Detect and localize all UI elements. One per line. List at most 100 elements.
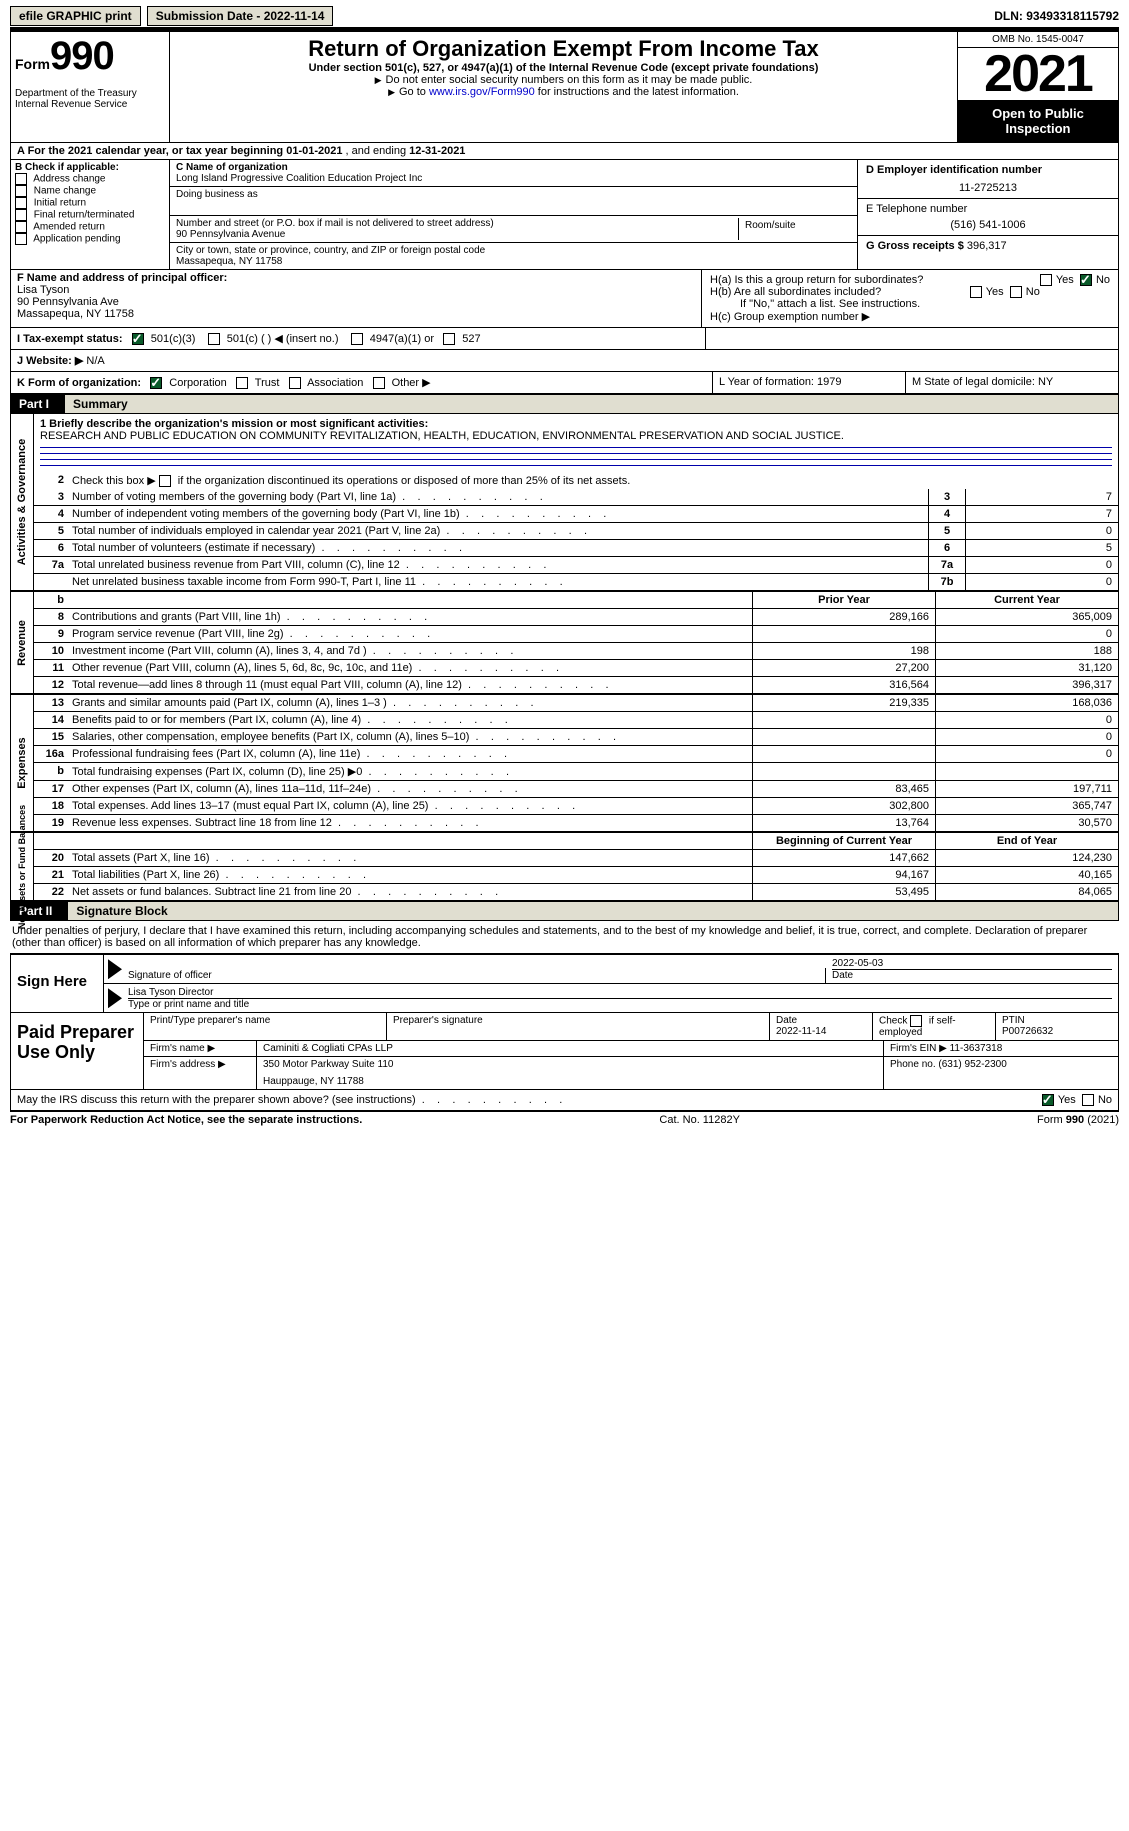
line-num: 13 — [34, 695, 68, 711]
part1-title: Summary — [65, 395, 136, 413]
current-year — [935, 763, 1118, 780]
line-desc: Grants and similar amounts paid (Part IX… — [68, 695, 752, 711]
line-desc: Number of independent voting members of … — [68, 506, 928, 522]
current-year: 30,570 — [935, 815, 1118, 831]
h-b: H(b) Are all subordinates included? Yes … — [710, 286, 1110, 298]
prior-year: 27,200 — [752, 660, 935, 676]
line-desc: Total liabilities (Part X, line 26) — [68, 867, 752, 883]
officer-name: Lisa Tyson — [17, 284, 695, 296]
line-num: 20 — [34, 850, 68, 866]
line-box: 3 — [928, 489, 965, 505]
line-desc: Other expenses (Part IX, column (A), lin… — [68, 781, 752, 797]
officer-label: F Name and address of principal officer: — [17, 272, 695, 284]
arrow-icon — [108, 988, 122, 1008]
current-year: 197,711 — [935, 781, 1118, 797]
line-num: 17 — [34, 781, 68, 797]
line-desc: Net unrelated business taxable income fr… — [68, 574, 928, 590]
applicable-checkbox[interactable]: Amended return — [15, 221, 165, 233]
line-val: 5 — [965, 540, 1118, 556]
prior-year: 53,495 — [752, 884, 935, 900]
part1-hdr: Part I — [11, 395, 65, 413]
row-a-period: A For the 2021 calendar year, or tax yea… — [10, 143, 1119, 160]
line-num: 12 — [34, 677, 68, 693]
street-label: Number and street (or P.O. box if mail i… — [176, 218, 738, 229]
note-link: Go to www.irs.gov/Form990 for instructio… — [178, 86, 949, 98]
sec-net-label: Net Assets or Fund Balances — [17, 805, 27, 929]
sig-date-val: 2022-05-03 — [832, 958, 1112, 969]
line-desc: Total assets (Part X, line 16) — [68, 850, 752, 866]
line-desc: Total revenue—add lines 8 through 11 (mu… — [68, 677, 752, 693]
line-val: 0 — [965, 557, 1118, 573]
line-desc: Total fundraising expenses (Part IX, col… — [68, 763, 752, 780]
applicable-checkbox[interactable]: Initial return — [15, 197, 165, 209]
current-year: 84,065 — [935, 884, 1118, 900]
phone-label: E Telephone number — [866, 203, 1110, 215]
discuss-q: May the IRS discuss this return with the… — [17, 1094, 1042, 1106]
prior-year: 83,465 — [752, 781, 935, 797]
applicable-checkbox[interactable]: Application pending — [15, 233, 165, 245]
firm-name-l: Firm's name ▶ — [144, 1041, 257, 1056]
prior-year: 302,800 — [752, 798, 935, 814]
line-desc: Professional fundraising fees (Part IX, … — [68, 746, 752, 762]
irs-link[interactable]: www.irs.gov/Form990 — [429, 86, 535, 98]
line-desc: Total number of individuals employed in … — [68, 523, 928, 539]
prep-h1: Print/Type preparer's name — [144, 1013, 387, 1040]
current-year: 0 — [935, 729, 1118, 745]
discuss-yes-no: Yes No — [1042, 1094, 1112, 1106]
prior-year: 316,564 — [752, 677, 935, 693]
line-num: 9 — [34, 626, 68, 642]
prior-year: 94,167 — [752, 867, 935, 883]
line-desc: Total unrelated business revenue from Pa… — [68, 557, 928, 573]
efile-print-button[interactable]: efile GRAPHIC print — [10, 6, 141, 26]
boy-hdr: Beginning of Current Year — [752, 833, 935, 849]
line-desc: Net assets or fund balances. Subtract li… — [68, 884, 752, 900]
row-i: I Tax-exempt status: 501(c)(3) 501(c) ( … — [11, 328, 706, 349]
line-num: 11 — [34, 660, 68, 676]
line-num — [34, 574, 68, 590]
applicable-checkbox[interactable]: Final return/terminated — [15, 209, 165, 221]
h-a: H(a) Is this a group return for subordin… — [710, 274, 1110, 286]
line-box: 5 — [928, 523, 965, 539]
line-desc: Program service revenue (Part VIII, line… — [68, 626, 752, 642]
prior-year: 147,662 — [752, 850, 935, 866]
form-subtitle: Under section 501(c), 527, or 4947(a)(1)… — [178, 62, 949, 74]
applicable-checkbox[interactable]: Name change — [15, 185, 165, 197]
officer-city: Massapequa, NY 11758 — [17, 308, 695, 320]
line-val: 0 — [965, 523, 1118, 539]
sig-declaration: Under penalties of perjury, I declare th… — [10, 921, 1119, 953]
line-desc: Contributions and grants (Part VIII, lin… — [68, 609, 752, 625]
prior-year — [752, 746, 935, 762]
ein: 11-2725213 — [866, 182, 1110, 194]
line-val: 7 — [965, 506, 1118, 522]
prep-date: Date2022-11-14 — [770, 1013, 873, 1040]
cat-no: Cat. No. 11282Y — [362, 1114, 1037, 1126]
line-num: 22 — [34, 884, 68, 900]
row-j: J Website: ▶ N/A — [11, 350, 1118, 371]
line-num: 14 — [34, 712, 68, 728]
line-desc: Salaries, other compensation, employee b… — [68, 729, 752, 745]
row-m: M State of legal domicile: NY — [906, 372, 1118, 393]
open-to-public: Open to Public Inspection — [958, 100, 1118, 142]
tax-year: 2021 — [958, 48, 1118, 100]
gross-receipts: G Gross receipts $ 396,317 — [858, 236, 1118, 256]
submission-date: Submission Date - 2022-11-14 — [147, 6, 334, 26]
prior-year: 13,764 — [752, 815, 935, 831]
org-name: Long Island Progressive Coalition Educat… — [176, 173, 851, 184]
prior-year — [752, 712, 935, 728]
sig-name-title: Lisa Tyson Director — [128, 987, 1112, 998]
line-num: 6 — [34, 540, 68, 556]
officer-street: 90 Pennsylvania Ave — [17, 296, 695, 308]
line-num: 19 — [34, 815, 68, 831]
prior-year-hdr: Prior Year — [752, 592, 935, 608]
col-b-label: B Check if applicable: — [15, 162, 165, 173]
prior-year — [752, 626, 935, 642]
line-num: 4 — [34, 506, 68, 522]
prep-ptin: PTINP00726632 — [996, 1013, 1118, 1040]
row-l: L Year of formation: 1979 — [713, 372, 906, 393]
line-desc: Investment income (Part VIII, column (A)… — [68, 643, 752, 659]
firm-addr: 350 Motor Parkway Suite 110 — [263, 1059, 877, 1070]
phone: (516) 541-1006 — [866, 219, 1110, 231]
part2-title: Signature Block — [68, 902, 175, 920]
form-label: Form990 — [15, 36, 165, 76]
applicable-checkbox[interactable]: Address change — [15, 173, 165, 185]
